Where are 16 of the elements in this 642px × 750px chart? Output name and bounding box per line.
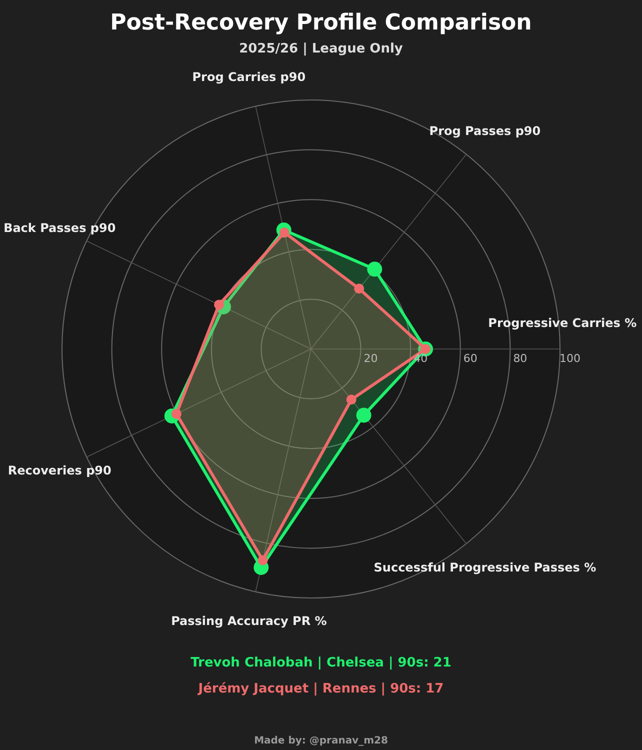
text: Trevoh Chalobah | Chelsea | 90s: 21 bbox=[190, 656, 452, 671]
y-tick-label: 60 bbox=[463, 352, 478, 365]
spoke-label: Recoveries p90 bbox=[8, 463, 112, 478]
chart-title: Post-Recovery Profile Comparison bbox=[110, 10, 532, 36]
chart-subtitle: 2025/26 | League Only bbox=[239, 42, 404, 57]
text: Made by: @pranav_m28 bbox=[254, 736, 388, 746]
y-tick-label: 100 bbox=[560, 352, 580, 365]
y-tick-label: 20 bbox=[364, 352, 378, 365]
text: Jérémy Jacquet | Rennes | 90s: 17 bbox=[197, 682, 444, 697]
spoke-label: Prog Carries p90 bbox=[192, 70, 306, 84]
spoke-label: Successful Progressive Passes % bbox=[374, 560, 596, 574]
spoke-label: Passing Accuracy PR % bbox=[171, 614, 327, 628]
spoke-label: Prog Passes p90 bbox=[429, 124, 541, 138]
y-tick-label: 80 bbox=[513, 352, 528, 365]
spoke-label: Progressive Carries % bbox=[488, 316, 637, 330]
spoke-label: Back Passes p90 bbox=[4, 221, 116, 236]
